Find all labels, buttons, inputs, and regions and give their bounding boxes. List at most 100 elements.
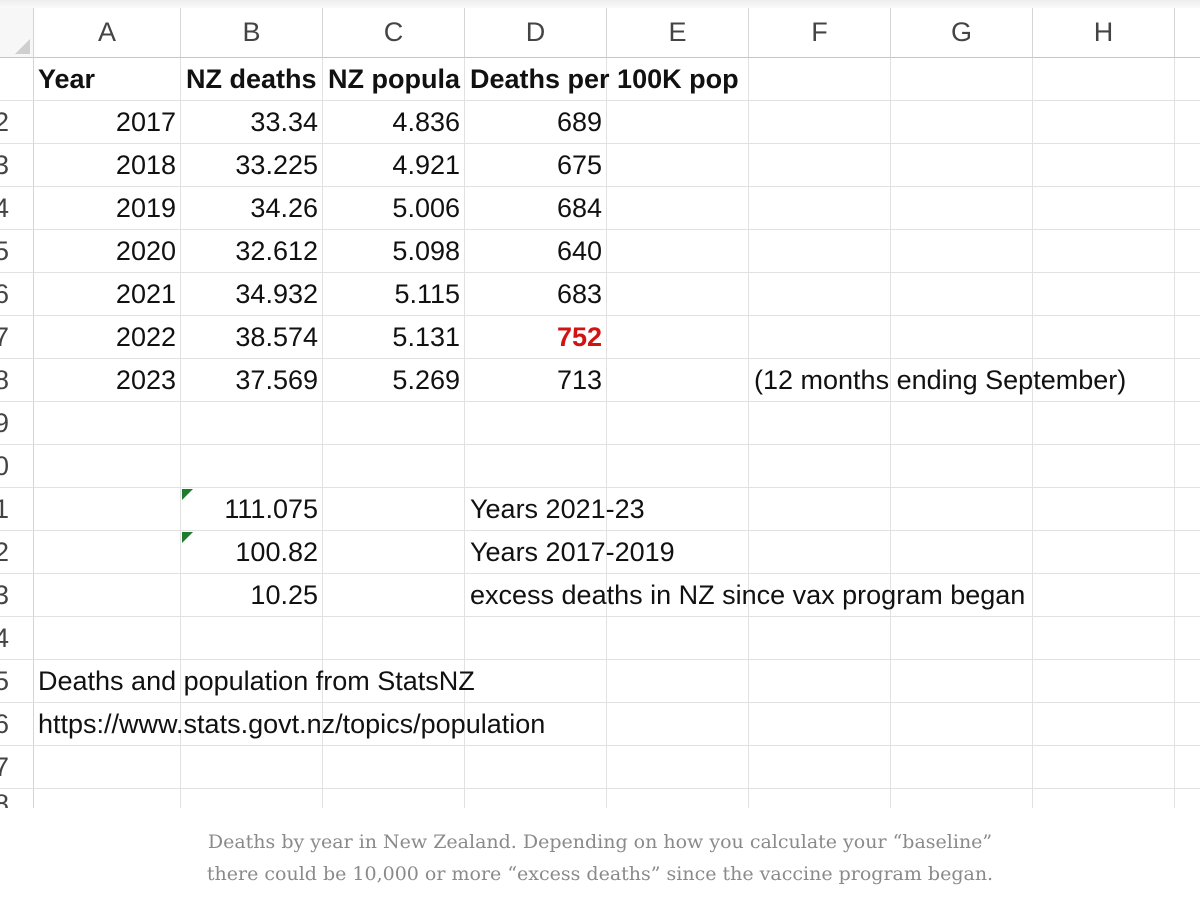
grid-cell[interactable] xyxy=(749,144,891,187)
grid-cell[interactable] xyxy=(1033,746,1175,789)
row-header-11[interactable]: 1 xyxy=(0,488,34,531)
grid-cell[interactable] xyxy=(891,58,1033,101)
grid-cell[interactable] xyxy=(607,574,749,617)
cell-c4[interactable]: 5.006 xyxy=(392,193,460,223)
cell-d6[interactable]: 683 xyxy=(556,279,602,309)
column-header-f[interactable]: F xyxy=(749,8,891,58)
cell-c2[interactable]: 4.836 xyxy=(392,107,460,137)
grid-cell[interactable] xyxy=(749,789,891,808)
grid-cell[interactable] xyxy=(465,402,607,445)
grid-cell[interactable] xyxy=(1175,316,1200,359)
grid-cell[interactable] xyxy=(34,58,181,101)
grid-cell[interactable] xyxy=(465,703,607,746)
grid-cell[interactable] xyxy=(323,359,465,402)
column-header-h[interactable]: H xyxy=(1033,8,1175,58)
grid-cell[interactable] xyxy=(749,316,891,359)
grid-cell[interactable] xyxy=(891,445,1033,488)
cell-d5[interactable]: 640 xyxy=(556,236,602,266)
cell-b3[interactable]: 33.225 xyxy=(235,150,318,180)
grid-cell[interactable] xyxy=(181,359,323,402)
cell-b5[interactable]: 32.612 xyxy=(235,236,318,266)
cell-a1[interactable]: Year xyxy=(38,64,96,94)
grid-cell[interactable] xyxy=(34,187,181,230)
grid-cell[interactable] xyxy=(891,660,1033,703)
cell-a16[interactable]: https://www.stats.govt.nz/topics/populat… xyxy=(38,709,546,739)
grid-cell[interactable] xyxy=(181,746,323,789)
grid-cell[interactable] xyxy=(465,445,607,488)
grid-cell[interactable] xyxy=(1175,789,1200,808)
column-header-g[interactable]: G xyxy=(891,8,1033,58)
grid-cell[interactable] xyxy=(749,101,891,144)
grid-cell[interactable] xyxy=(181,445,323,488)
row-header-12[interactable]: 2 xyxy=(0,531,34,574)
grid-cell[interactable] xyxy=(607,703,749,746)
grid-cell[interactable] xyxy=(1033,273,1175,316)
grid-cell[interactable] xyxy=(465,789,607,808)
grid-cell[interactable] xyxy=(1033,703,1175,746)
grid-cell[interactable] xyxy=(34,273,181,316)
grid-cell[interactable] xyxy=(891,488,1033,531)
grid-cell[interactable] xyxy=(181,617,323,660)
grid-cell[interactable] xyxy=(181,101,323,144)
grid-cell[interactable] xyxy=(1033,144,1175,187)
grid-cell[interactable] xyxy=(323,316,465,359)
cell-b11[interactable]: 111.075 xyxy=(224,494,318,524)
grid-cell[interactable] xyxy=(607,445,749,488)
grid-cell[interactable] xyxy=(607,359,749,402)
grid-cell[interactable] xyxy=(34,445,181,488)
grid-cell[interactable] xyxy=(749,660,891,703)
row-header-1[interactable] xyxy=(0,58,34,101)
grid-cell[interactable] xyxy=(891,574,1033,617)
grid-cell[interactable] xyxy=(1175,746,1200,789)
grid-cell[interactable] xyxy=(1175,402,1200,445)
grid-cell[interactable] xyxy=(465,359,607,402)
grid-cell[interactable] xyxy=(465,187,607,230)
grid-cell[interactable] xyxy=(891,316,1033,359)
grid-cell[interactable] xyxy=(323,660,465,703)
grid-cell[interactable] xyxy=(1033,660,1175,703)
grid-cell[interactable] xyxy=(34,746,181,789)
grid-cell[interactable] xyxy=(1175,660,1200,703)
cell-b4[interactable]: 34.26 xyxy=(250,193,318,223)
column-header-d[interactable]: D xyxy=(465,8,607,58)
grid-cell[interactable] xyxy=(607,488,749,531)
row-header-2[interactable]: 2 xyxy=(0,101,34,144)
grid-cell[interactable] xyxy=(323,488,465,531)
cell-a8[interactable]: 2023 xyxy=(115,365,176,395)
cell-d3[interactable]: 675 xyxy=(556,150,602,180)
grid-cell[interactable] xyxy=(1175,531,1200,574)
grid-cell[interactable] xyxy=(607,58,749,101)
cell-b2[interactable]: 33.34 xyxy=(250,107,318,137)
grid-cell[interactable] xyxy=(749,230,891,273)
cell-b12[interactable]: 100.82 xyxy=(235,537,318,567)
grid-cell[interactable] xyxy=(1175,445,1200,488)
grid-cell[interactable] xyxy=(34,660,181,703)
grid-cell[interactable] xyxy=(465,58,607,101)
grid-cell[interactable] xyxy=(891,746,1033,789)
grid-cell[interactable] xyxy=(34,617,181,660)
grid-cell[interactable] xyxy=(1175,574,1200,617)
grid-cell[interactable] xyxy=(749,746,891,789)
grid-cell[interactable] xyxy=(323,531,465,574)
grid-cell[interactable] xyxy=(465,660,607,703)
grid-cell[interactable] xyxy=(465,746,607,789)
row-header-8[interactable]: 8 xyxy=(0,359,34,402)
grid-cell[interactable] xyxy=(1175,144,1200,187)
grid-cell[interactable] xyxy=(891,273,1033,316)
row-header-4[interactable]: 4 xyxy=(0,187,34,230)
grid-cell[interactable] xyxy=(34,359,181,402)
grid-cell[interactable] xyxy=(34,789,181,808)
column-header-e[interactable]: E xyxy=(607,8,749,58)
grid-cell[interactable] xyxy=(749,574,891,617)
grid-cell[interactable] xyxy=(181,488,323,531)
cell-a5[interactable]: 2020 xyxy=(115,236,176,266)
grid-cell[interactable] xyxy=(891,617,1033,660)
grid-cell[interactable] xyxy=(891,187,1033,230)
grid-cell[interactable] xyxy=(34,402,181,445)
cell-c1[interactable]: NZ popula xyxy=(328,64,460,94)
grid-cell[interactable] xyxy=(181,273,323,316)
grid-cell[interactable] xyxy=(323,144,465,187)
grid-cell[interactable] xyxy=(749,187,891,230)
grid-cell[interactable] xyxy=(34,488,181,531)
grid-cell[interactable] xyxy=(891,359,1033,402)
